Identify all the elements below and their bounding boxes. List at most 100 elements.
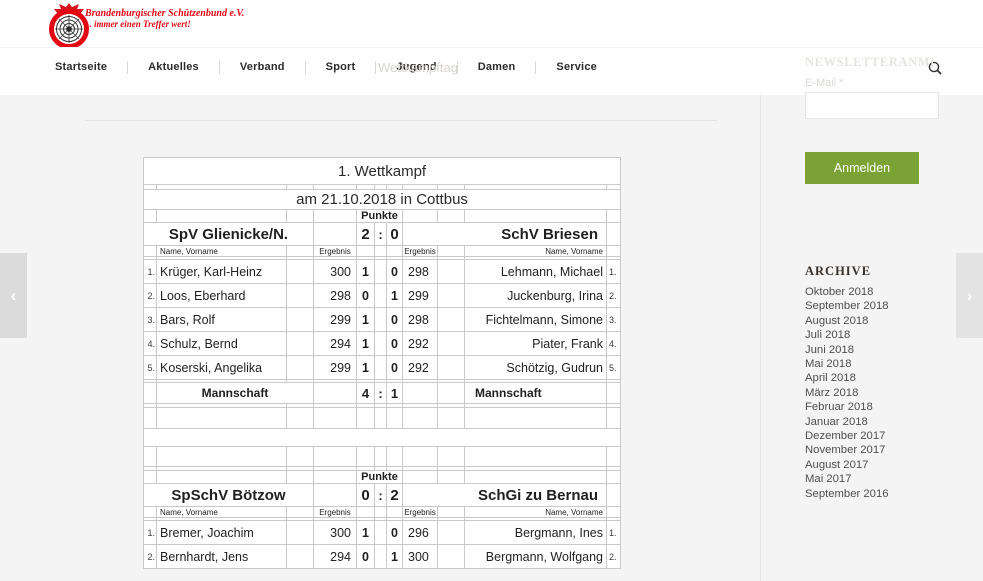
empty-cell [437,259,465,284]
point-right: 1 [386,544,403,569]
empty-cell [374,506,387,518]
col-header-result-left: Ergebnis [313,506,357,518]
shooter-name-left: Schulz, Bernd [156,331,287,356]
empty-cell [286,407,314,429]
point-right: 0 [386,331,403,356]
empty-cell [356,407,375,429]
result-row: 2. Loos, Eberhard 298 0 1 299 Juckenburg, Irin… [143,283,622,308]
empty-cell [143,245,157,257]
rank-left: 2. [143,544,157,569]
archive-link[interactable]: Oktober 2018 [805,286,874,298]
archive-heading: ARCHIVE [805,264,872,278]
result-right: 299 [402,283,438,308]
chevron-right-icon: › [966,285,973,305]
archive-link[interactable]: April 2018 [805,372,856,385]
archive-link[interactable]: Juli 2018 [805,329,851,342]
col-header-name-left: Name, Vorname [156,506,287,518]
archive-link[interactable]: März 2018 [805,386,859,399]
empty-cell [386,407,403,429]
archive-link[interactable]: September 2016 [805,487,889,500]
result-right: 298 [402,259,438,284]
points-label: Punkte [356,209,403,223]
archive-link[interactable]: September 2018 [805,300,889,313]
result-row: 4. Schulz, Bernd 294 1 0 292 Piater, Frank 4. [143,331,622,356]
nav-item-aktuelles[interactable]: Aktuelles [148,61,220,74]
rank-right: 3. [605,307,622,332]
header: Brandenburgischer Schützenbund e.V. ... … [0,0,983,95]
carousel-prev-button[interactable]: ‹ [0,253,27,338]
empty-cell [605,222,622,246]
empty-cell [313,382,357,404]
empty-cell [143,407,157,429]
archive-link[interactable]: Mai 2017 [805,473,852,486]
empty-cell [437,355,465,380]
empty-cell [464,407,607,429]
empty-cell [286,544,314,569]
point-left: 0 [356,283,375,308]
point-left: 1 [356,259,375,284]
nav-item-service[interactable]: Service [556,61,597,73]
result-right: 296 [402,520,438,545]
nav-item-jugend[interactable]: Jugend [396,61,458,74]
archive-link[interactable]: Dezember 2017 [805,430,886,443]
col-header-result-right: Ergebnis [402,506,438,518]
empty-cell [464,209,607,223]
empty-cell [605,470,622,484]
newsletter-email-label: E-Mail * [805,77,844,89]
empty-cell [374,283,387,308]
empty-cell [386,446,403,467]
empty-cell [605,245,622,257]
archive-link[interactable]: Februar 2018 [805,401,873,414]
nav-item-sport[interactable]: Sport [326,61,377,74]
empty-cell [437,382,465,404]
rank-right: 4. [605,331,622,356]
team-total-label-right: Mannschaft [464,382,607,404]
column-header-row: Name, Vorname Ergebnis Ergebnis Name, Vorna… [143,506,622,518]
shooter-name-right: Bergmann, Wolfgang [464,544,607,569]
archive-link[interactable]: November 2017 [805,444,886,457]
empty-cell [437,520,465,545]
empty-cell [156,209,287,223]
col-header-result-left: Ergebnis [313,245,357,257]
point-right: 0 [386,307,403,332]
empty-cell [143,382,157,404]
result-left: 298 [313,283,357,308]
nav-item-damen[interactable]: Damen [478,61,537,74]
newsletter-submit-button[interactable]: Anmelden [805,152,919,184]
score-colon: : [374,483,387,507]
archive-link[interactable]: Juni 2018 [805,343,854,356]
scoreboard-table: 1. Wettkampf am 21.10.2018 in Cottbus Punk… [142,157,622,569]
empty-cell [374,520,387,545]
empty-cell [286,283,314,308]
nav-item-verband[interactable]: Verband [240,61,306,74]
match-title: 1. Wettkampf [142,157,622,185]
empty-cell [313,407,357,429]
empty-cell [286,446,314,467]
points-header-row: Punkte [143,209,622,223]
empty-cell [605,446,622,467]
archive-link[interactable]: August 2017 [805,458,869,471]
archive-link[interactable]: Mai 2018 [805,358,852,371]
team-score-left: 2 [356,222,375,246]
header-divider [0,47,983,48]
merged-spacer [142,428,622,447]
col-header-name-left: Name, Vorname [156,245,287,257]
carousel-next-button[interactable]: › [956,253,983,338]
scoreboard: 1. Wettkampf am 21.10.2018 in Cottbus Punk… [142,157,622,569]
archive-link[interactable]: Januar 2018 [805,415,868,428]
content-top-divider [85,120,717,121]
result-row: 3. Bars, Rolf 299 1 0 298 Fichtelmann, Simone 3… [143,307,622,332]
empty-cell [156,470,287,484]
nav-item-startseite[interactable]: Startseite [55,61,129,74]
empty-cell [356,506,375,518]
team-total-label-left: Mannschaft [156,382,314,404]
archive-link[interactable]: August 2018 [805,314,869,327]
newsletter-email-input[interactable] [805,92,939,119]
empty-cell [605,382,622,404]
rank-right: 2. [605,544,622,569]
empty-cell [374,355,387,380]
col-header-name-right: Name, Vorname [464,245,607,257]
result-row: 5. Koserski, Angelika 299 1 0 292 Schötzig, Gu… [143,355,622,380]
empty-cell [286,470,314,484]
search-icon[interactable] [926,59,946,79]
